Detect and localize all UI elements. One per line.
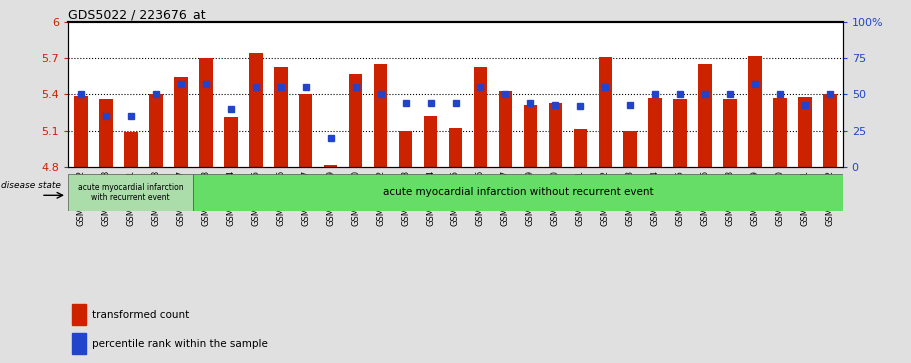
Bar xyxy=(548,103,562,167)
Text: percentile rank within the sample: percentile rank within the sample xyxy=(91,339,268,349)
Bar xyxy=(524,105,537,167)
Bar xyxy=(623,131,637,167)
Text: transformed count: transformed count xyxy=(91,310,189,320)
Bar xyxy=(199,58,212,167)
Bar xyxy=(72,333,87,354)
Bar xyxy=(74,95,87,167)
Bar xyxy=(673,99,687,167)
Bar xyxy=(798,97,812,167)
Bar xyxy=(323,164,337,167)
Text: disease state: disease state xyxy=(1,181,61,189)
Bar xyxy=(574,130,588,167)
Bar xyxy=(193,174,843,211)
Bar xyxy=(249,53,262,167)
Bar xyxy=(224,117,238,167)
Bar xyxy=(99,99,113,167)
Bar xyxy=(299,94,312,167)
Bar xyxy=(349,74,363,167)
Bar xyxy=(124,132,138,167)
Bar xyxy=(174,77,188,167)
Bar xyxy=(723,99,737,167)
Text: acute myocardial infarction
with recurrent event: acute myocardial infarction with recurre… xyxy=(78,183,184,202)
Bar xyxy=(274,66,288,167)
Bar xyxy=(773,98,787,167)
Bar xyxy=(498,91,512,167)
Bar xyxy=(748,56,763,167)
Bar xyxy=(424,116,437,167)
Text: acute myocardial infarction without recurrent event: acute myocardial infarction without recu… xyxy=(383,187,653,197)
Bar xyxy=(699,64,712,167)
Bar xyxy=(68,174,193,211)
Bar xyxy=(599,57,612,167)
Bar xyxy=(148,94,163,167)
Bar xyxy=(399,131,413,167)
Bar xyxy=(374,64,387,167)
Bar xyxy=(448,128,463,167)
Text: GDS5022 / 223676_at: GDS5022 / 223676_at xyxy=(68,8,206,21)
Bar xyxy=(824,94,837,167)
Bar xyxy=(649,98,662,167)
Bar xyxy=(72,305,87,325)
Bar xyxy=(474,66,487,167)
